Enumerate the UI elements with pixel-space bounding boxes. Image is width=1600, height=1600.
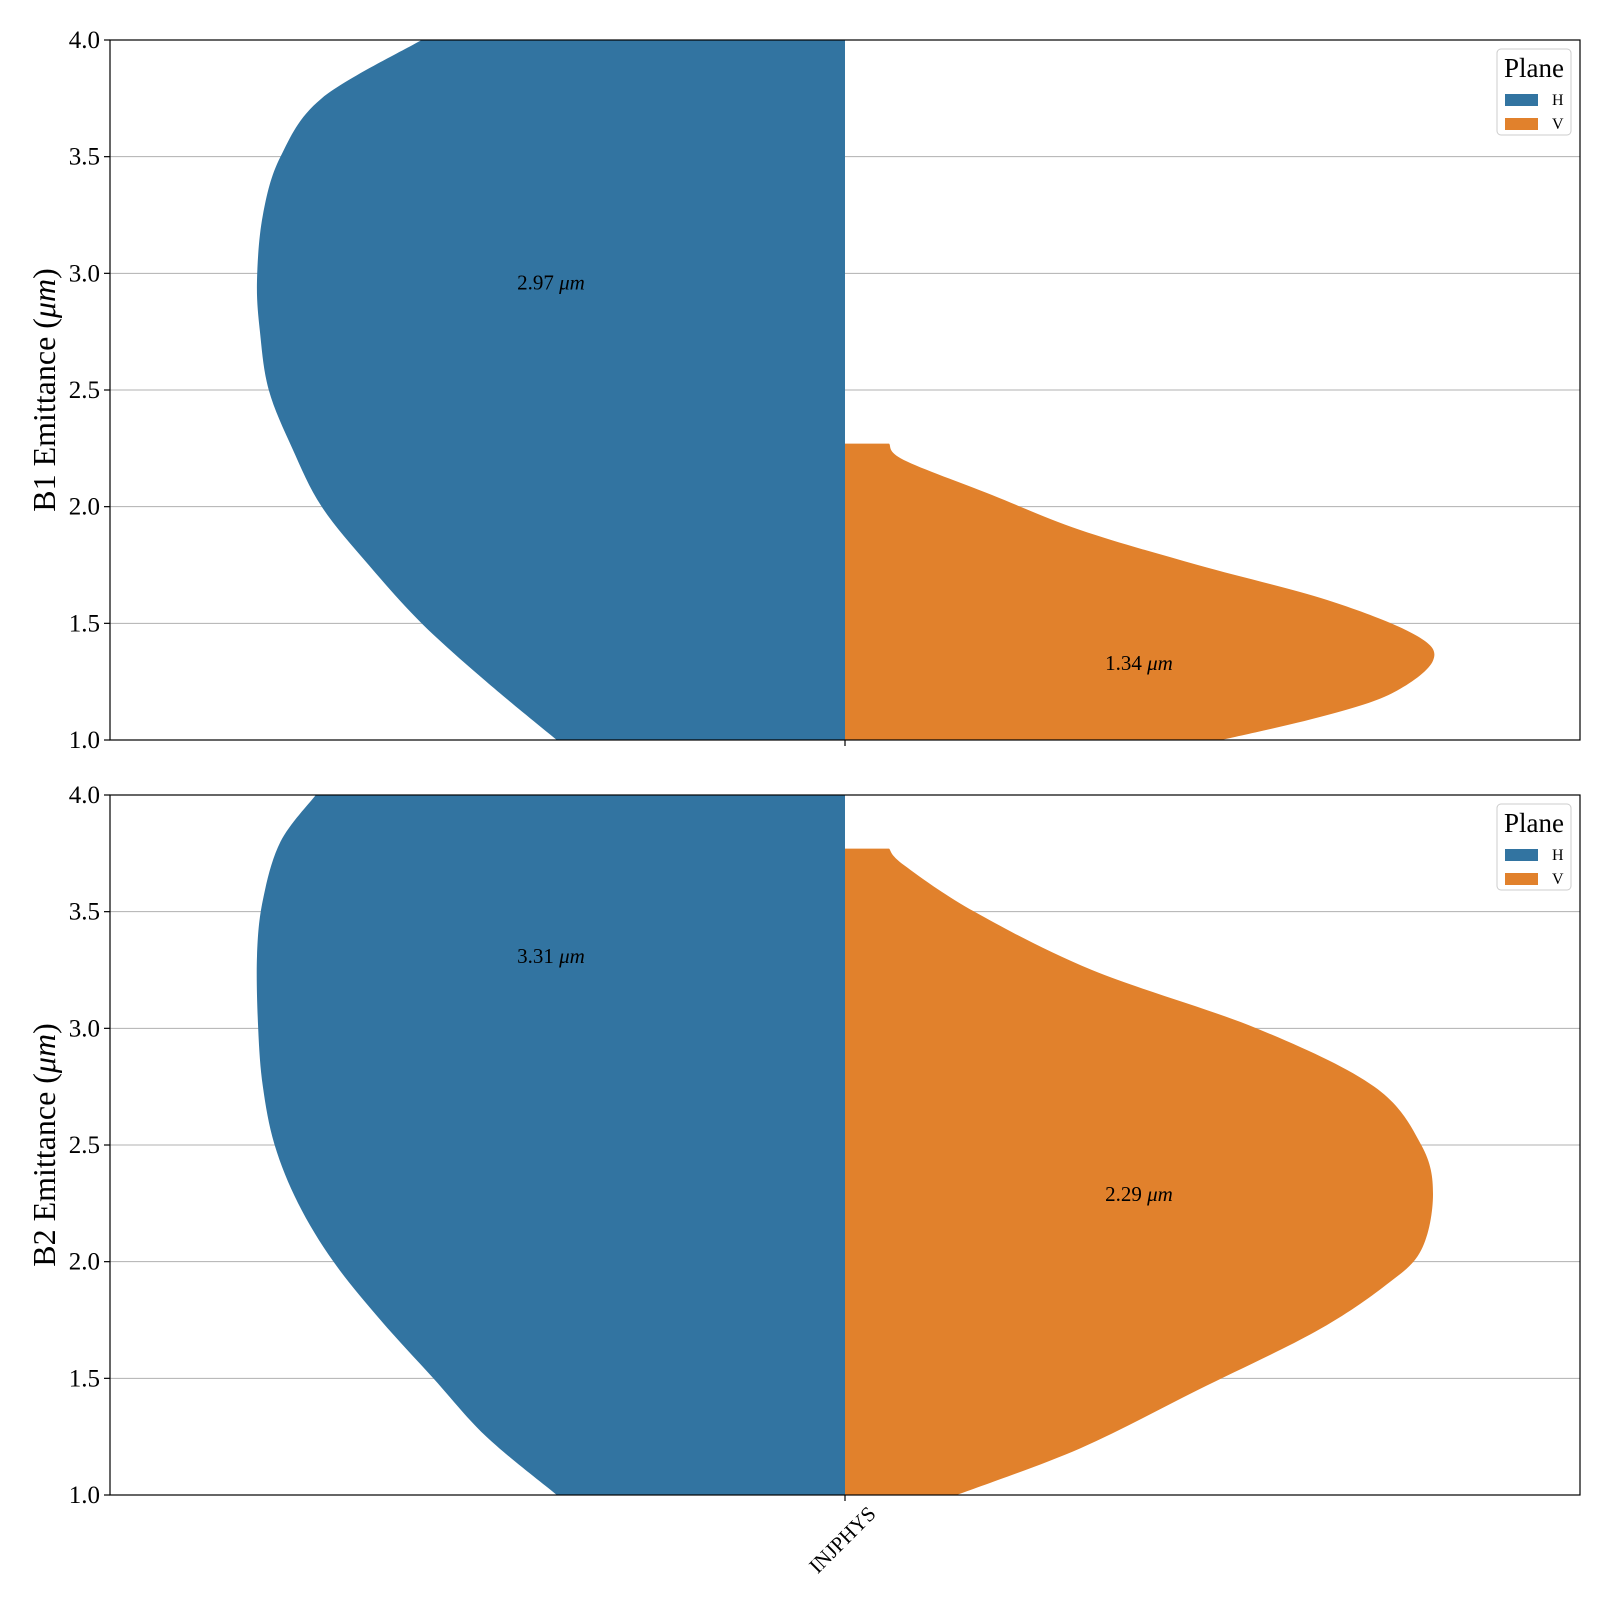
legend: Plane HV <box>1496 803 1572 891</box>
legend-swatch-v <box>1505 873 1538 885</box>
annotation-unit: μm <box>1146 651 1173 675</box>
violins <box>256 795 1433 1495</box>
y-tick-label: 4.0 <box>69 27 100 54</box>
violin-h <box>256 40 845 740</box>
y-tick-label: 2.0 <box>69 494 100 521</box>
legend-swatch-h <box>1505 849 1538 861</box>
y-tick-label: 3.5 <box>69 144 100 171</box>
legend-swatch-h <box>1505 94 1538 106</box>
y-tick-label: 1.0 <box>69 1482 100 1509</box>
annotation-unit: μm <box>558 944 585 968</box>
legend-box <box>1496 803 1572 891</box>
annotation-unit: μm <box>558 271 585 295</box>
y-tick-label: 3.0 <box>69 1015 100 1042</box>
y-tick-label: 3.5 <box>69 899 100 926</box>
annotation-v: 2.29 μm <box>1105 1182 1173 1206</box>
annotation-value: 2.29 <box>1105 1182 1147 1206</box>
annotation-h: 2.97 μm <box>517 271 585 295</box>
legend-swatch-v <box>1505 118 1538 130</box>
y-axis-label: B2 Emittance (μm) <box>26 1023 62 1267</box>
annotation-h: 3.31 μm <box>517 944 585 968</box>
legend: Plane HV <box>1496 48 1572 136</box>
legend-title: Plane <box>1504 53 1564 83</box>
violin-v <box>845 848 1433 1495</box>
annotation-value: 3.31 <box>517 944 559 968</box>
y-tick-label: 1.5 <box>69 1365 100 1392</box>
legend-label-v: V <box>1552 116 1564 133</box>
annotation-value: 2.97 <box>517 271 559 295</box>
annotation-unit: μm <box>1146 1182 1173 1206</box>
legend-label-h: H <box>1552 92 1564 109</box>
y-tick-label: 4.0 <box>69 782 100 809</box>
violin-v <box>845 443 1435 740</box>
y-axis-label: B1 Emittance (μm) <box>26 268 62 512</box>
legend-label-h: H <box>1552 847 1564 864</box>
legend-box <box>1496 48 1572 136</box>
y-tick-label: 1.0 <box>69 727 100 754</box>
violin-h <box>256 795 846 1495</box>
y-tick-label: 2.5 <box>69 1132 100 1159</box>
y-tick-label: 2.5 <box>69 377 100 404</box>
violins <box>256 40 1435 740</box>
y-tick-label: 2.0 <box>69 1249 100 1276</box>
annotation-value: 1.34 <box>1105 651 1147 675</box>
y-tick-label: 3.0 <box>69 260 100 287</box>
annotation-v: 1.34 μm <box>1105 651 1173 675</box>
legend-label-v: V <box>1552 871 1564 888</box>
y-tick-label: 1.5 <box>69 610 100 637</box>
x-tick-label: INJPHYS <box>804 1502 880 1578</box>
legend-title: Plane <box>1504 808 1564 838</box>
